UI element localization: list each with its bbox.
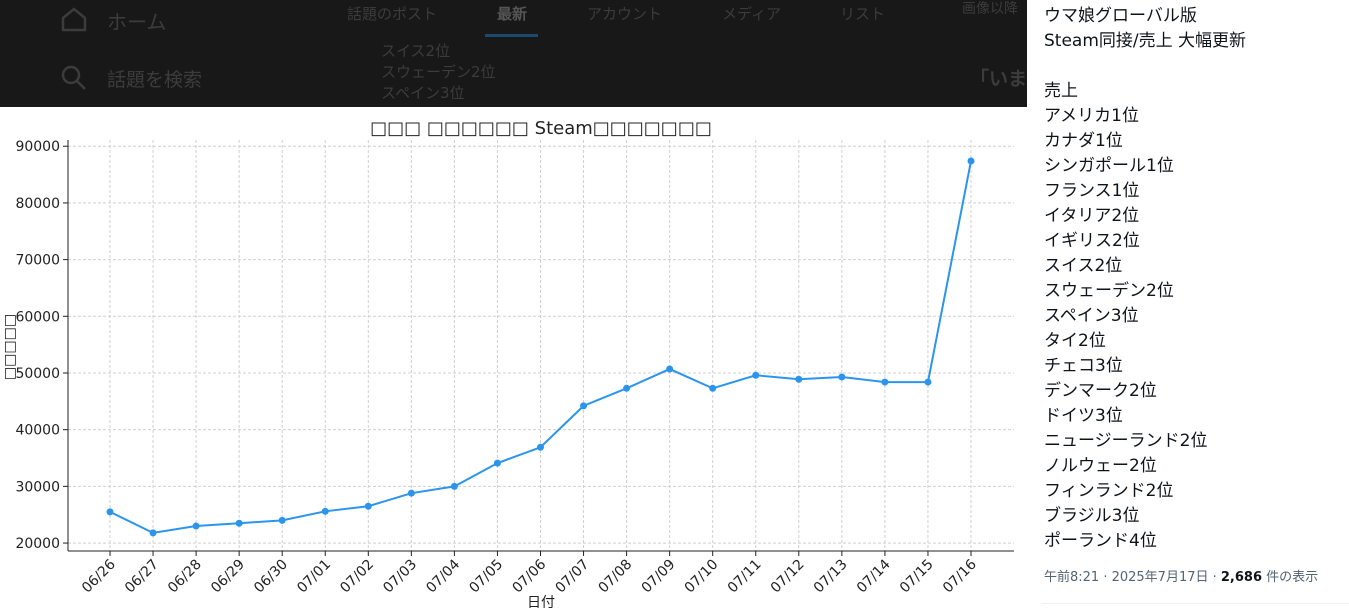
y-tick-label: 80000: [15, 196, 60, 212]
post-line: スウェーデン2位: [1044, 281, 1174, 301]
post-line: ノルウェー2位: [1044, 456, 1157, 476]
point: [666, 365, 674, 373]
meta-text: 2,686: [1220, 570, 1263, 585]
point: [537, 443, 544, 451]
top-bar: ホーム 話題を検索 話題のポスト 最新 アカウント メディア リスト 画像以降 …: [0, 0, 1027, 107]
post-line: スペイン3位: [1044, 306, 1139, 326]
y-tick-label: 20000: [15, 536, 60, 552]
point: [364, 502, 372, 510]
x-tick-label: 07/12: [768, 557, 808, 597]
x-tick-label: 07/10: [682, 557, 722, 597]
y-axis-label: □□□□□: [2, 314, 18, 380]
point: [924, 378, 932, 386]
x-tick-label: 07/01: [294, 557, 334, 597]
x-tick-label: 06/28: [165, 557, 205, 597]
post-line: カナダ1位: [1044, 131, 1123, 151]
x-tick-label: 07/09: [639, 557, 679, 597]
point: [838, 373, 846, 381]
y-tick-label: 70000: [15, 253, 60, 269]
x-tick-label: 07/13: [811, 557, 851, 597]
point: [278, 516, 286, 524]
point: [623, 384, 631, 392]
meta-text: 午前8:21 · 2025年7月17日 ·: [1044, 570, 1221, 585]
search-icon: [61, 65, 86, 90]
point: [235, 519, 243, 527]
point: [407, 489, 415, 497]
chart: □□□ □□□□□□ Steam□□□□□□□ 日付 □□□□□ 20000 30…: [2, 118, 1014, 609]
y-tick-label: 30000: [15, 479, 60, 495]
point: [149, 529, 157, 537]
post-meta: 午前8:21 · 2025年7月17日 · 2,686 件の表示: [1044, 566, 1318, 585]
post-line: Steam同接/売上 大幅更新: [1044, 31, 1247, 51]
post-line: シンガポール1位: [1044, 156, 1174, 176]
tab[interactable]: メディア: [722, 5, 781, 23]
y-tick-label: 60000: [15, 309, 60, 325]
x-tick-label: 06/27: [122, 557, 162, 597]
x-tick-label: 07/03: [380, 557, 420, 597]
x-tick-label: 07/16: [940, 556, 980, 596]
post-line: ウマ娘グローバル版: [1044, 6, 1197, 26]
x-tick-label: 07/08: [596, 557, 636, 597]
point: [321, 507, 329, 515]
point: [450, 482, 458, 490]
point: [580, 402, 588, 410]
tab[interactable]: アカウント: [587, 5, 663, 23]
x-tick-label: 07/11: [725, 557, 765, 597]
point: [967, 157, 975, 165]
post-line: イタリア2位: [1044, 206, 1140, 226]
snippet: 「いま: [970, 68, 1027, 90]
search-label[interactable]: 話題を検索: [107, 69, 203, 91]
post-panel: ウマ娘グローバル版 Steam同接/売上 大幅更新 売上アメリカ1位 カナダ1位シンガ…: [1027, 0, 1349, 609]
x-tick-label: 07/15: [897, 557, 937, 597]
meta-text: 件の表示: [1262, 570, 1319, 585]
tab[interactable]: リスト: [840, 5, 886, 23]
home-icon: [61, 7, 87, 32]
x-tick-label: 07/06: [509, 556, 549, 596]
post-line: ニュージーランド2位: [1044, 431, 1208, 451]
overlay-line: スペイン3位: [381, 84, 465, 102]
overlay-line: スイス2位: [381, 42, 451, 60]
x-tick-label: 06/26: [79, 556, 119, 596]
point: [709, 384, 717, 392]
x-tick-label: 07/07: [553, 557, 593, 597]
post-line: アメリカ1位: [1044, 106, 1139, 126]
post-line: ブラジル3位: [1044, 506, 1140, 526]
post-line: デンマーク2位: [1044, 381, 1157, 401]
point: [192, 522, 200, 530]
post-line: スイス2位: [1044, 256, 1123, 276]
tab[interactable]: 最新: [497, 5, 528, 23]
post-line: ポーランド4位: [1044, 531, 1157, 551]
x-tick-label: 07/05: [466, 557, 506, 597]
post-line: ドイツ3位: [1044, 406, 1123, 426]
point: [493, 459, 501, 467]
y-tick-label: 50000: [15, 366, 60, 382]
x-axis-label: 日付: [527, 595, 555, 609]
x-tick-label: 06/29: [208, 557, 248, 597]
point: [106, 508, 114, 516]
post-line: イギリス2位: [1044, 231, 1140, 251]
post-line: 売上: [1044, 81, 1078, 101]
x-tick-label: 06/30: [251, 557, 291, 597]
point: [752, 371, 760, 379]
x-tick-label: 07/14: [854, 556, 894, 596]
post-line: タイ2位: [1044, 331, 1106, 351]
home-label[interactable]: ホーム: [107, 10, 167, 34]
point: [795, 375, 803, 383]
y-tick-label: 40000: [15, 423, 60, 439]
x-tick-label: 07/02: [337, 557, 377, 597]
overlay-line: スウェーデン2位: [381, 63, 496, 81]
snippet: 画像以降: [962, 1, 1018, 17]
x-tick-label: 07/04: [423, 556, 463, 596]
chart-title: □□□ □□□□□□ Steam□□□□□□□: [370, 118, 712, 139]
post-line: フランス1位: [1044, 181, 1140, 201]
y-tick-label: 90000: [15, 139, 60, 155]
divider: [1042, 603, 1349, 604]
post-line: フィンランド2位: [1044, 481, 1174, 501]
point: [881, 378, 889, 386]
tab-underline: [485, 34, 538, 37]
post-line: チェコ3位: [1044, 356, 1123, 376]
tab[interactable]: 話題のポスト: [347, 5, 438, 23]
